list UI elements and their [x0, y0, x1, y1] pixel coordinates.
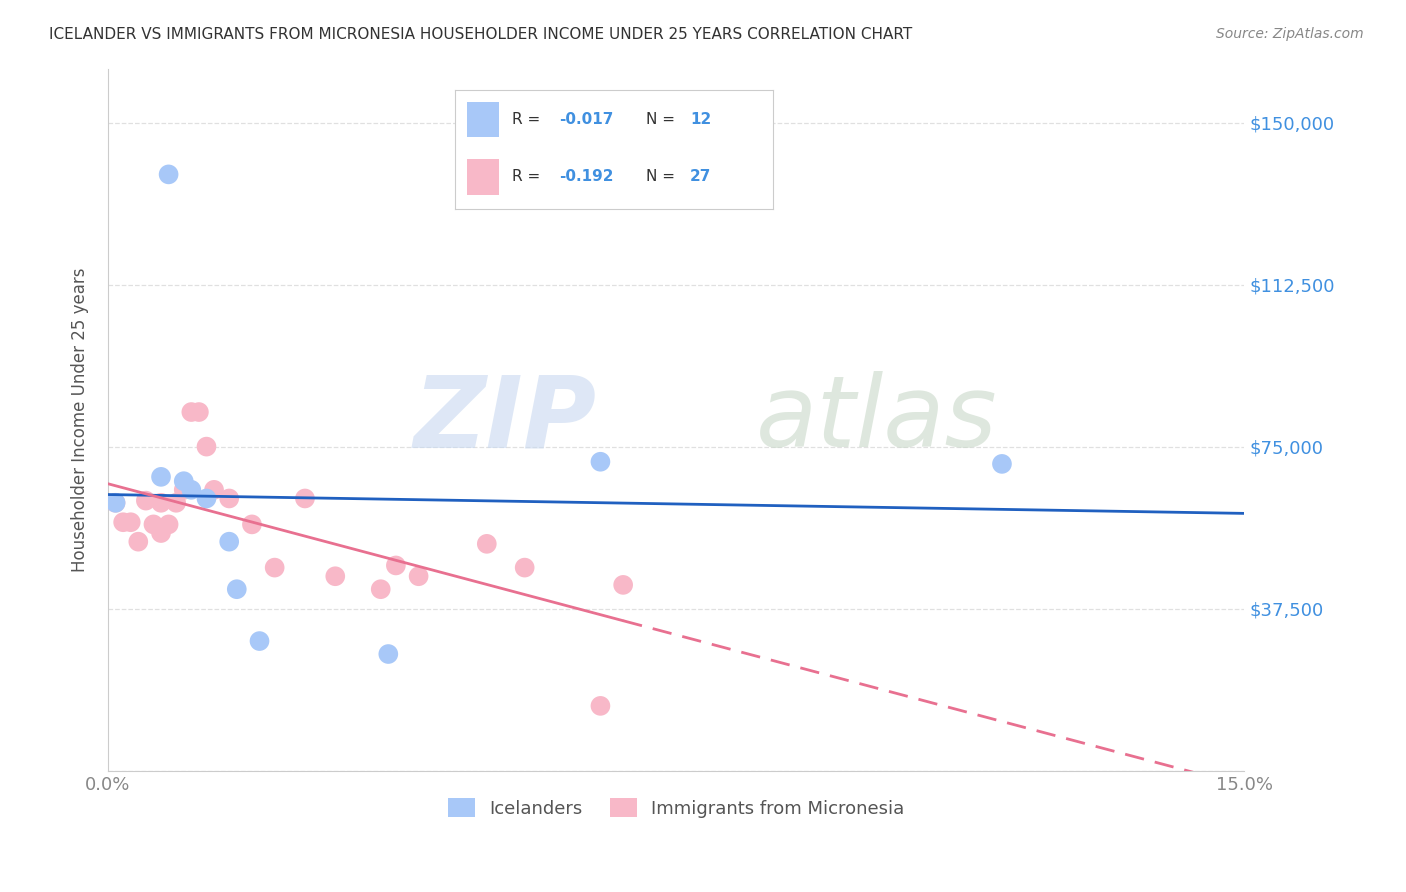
Point: [195, 491, 218, 506]
Point: [150, 526, 173, 541]
Point: [165, 496, 187, 510]
Point: [370, 582, 392, 597]
Point: [612, 578, 634, 592]
Text: atlas: atlas: [756, 371, 997, 468]
Point: [263, 560, 285, 574]
Point: [112, 515, 135, 529]
Point: [180, 483, 202, 497]
Point: [157, 167, 180, 181]
Point: [225, 582, 247, 597]
Point: [187, 405, 209, 419]
Point: [589, 698, 612, 713]
Point: [294, 491, 316, 506]
Point: [385, 558, 408, 573]
Point: [218, 491, 240, 506]
Point: [150, 496, 173, 510]
Text: ZIP: ZIP: [413, 371, 596, 468]
Point: [120, 515, 142, 529]
Point: [104, 496, 127, 510]
Point: [157, 517, 180, 532]
Point: [202, 483, 225, 497]
Point: [377, 647, 399, 661]
Text: Source: ZipAtlas.com: Source: ZipAtlas.com: [1216, 27, 1364, 41]
Point: [150, 470, 173, 484]
Point: [408, 569, 430, 583]
Point: [135, 493, 157, 508]
Y-axis label: Householder Income Under 25 years: Householder Income Under 25 years: [72, 268, 89, 572]
Point: [127, 534, 149, 549]
Point: [323, 569, 346, 583]
Point: [249, 634, 271, 648]
Point: [195, 440, 218, 454]
Point: [240, 517, 263, 532]
Point: [218, 534, 240, 549]
Point: [991, 457, 1014, 471]
Point: [173, 474, 195, 488]
Point: [589, 455, 612, 469]
Legend: Icelanders, Immigrants from Micronesia: Icelanders, Immigrants from Micronesia: [440, 791, 911, 825]
Point: [104, 496, 127, 510]
Point: [142, 517, 165, 532]
Point: [173, 483, 195, 497]
Point: [180, 405, 202, 419]
Point: [513, 560, 536, 574]
Point: [475, 537, 498, 551]
Text: ICELANDER VS IMMIGRANTS FROM MICRONESIA HOUSEHOLDER INCOME UNDER 25 YEARS CORREL: ICELANDER VS IMMIGRANTS FROM MICRONESIA …: [49, 27, 912, 42]
